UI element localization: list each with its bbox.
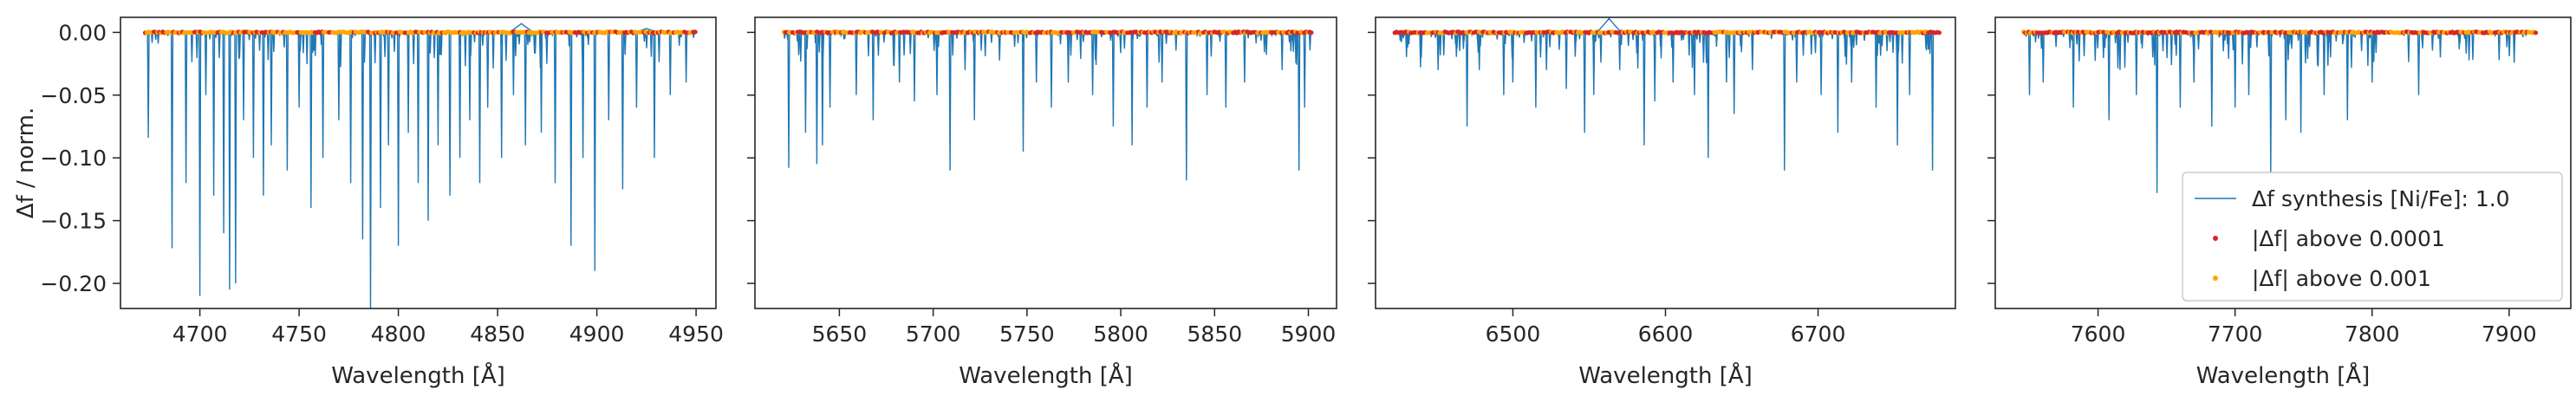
legend-box — [2182, 172, 2563, 302]
marker-above-0001 — [693, 29, 698, 35]
axes-frame — [120, 16, 717, 309]
x-axis-label: Wavelength [Å] — [1578, 361, 1753, 389]
x-tick-label: 4800 — [371, 321, 426, 347]
subplot-3: 6500 6600 6700 Wavelength [Å] — [1368, 16, 1956, 389]
y-axis-label: Δf / norm. — [13, 107, 39, 218]
axes-frame — [1994, 16, 2572, 309]
x-tick-label: 4900 — [569, 321, 625, 347]
subplot-4: 7600 7700 7800 7900 Wavelength [Å] — [1987, 16, 2572, 389]
legend-point-swatch — [2213, 276, 2218, 281]
x-tick-label: 4750 — [271, 321, 327, 347]
x-tick-label: 4700 — [172, 321, 228, 347]
x-tick-label: 6500 — [1486, 321, 1541, 347]
x-tick-label: 6600 — [1638, 321, 1694, 347]
x-tick-label: 5650 — [812, 321, 868, 347]
x-tick-label: 5750 — [999, 321, 1055, 347]
x-tick-label: 7600 — [2071, 321, 2126, 347]
x-axis-label: Wavelength [Å] — [331, 361, 505, 389]
x-tick-label: 5850 — [1187, 321, 1242, 347]
spectrum-line — [783, 30, 1312, 181]
x-tick-label: 7700 — [2208, 321, 2263, 347]
x-tick-label: 7800 — [2345, 321, 2400, 347]
x-axis-label: Wavelength [Å] — [2196, 361, 2371, 389]
y-tick-label: −0.15 — [40, 209, 107, 234]
subplot-2: 5650 5700 5750 5800 5850 5900 Wavelength [Å] — [747, 16, 1337, 389]
x-tick-label: 5700 — [906, 321, 961, 347]
y-tick-label: −0.20 — [40, 271, 107, 296]
x-tick-label: 7900 — [2482, 321, 2537, 347]
y-tick-label: −0.10 — [40, 146, 107, 171]
x-tick-label: 4950 — [668, 321, 724, 347]
x-tick-label: 6700 — [1791, 321, 1846, 347]
marker-above-0001 — [1309, 30, 1314, 36]
subplot-1: 4700 4750 4800 4850 4900 4950 0.00 −0.05 −0.10 −0… — [13, 16, 724, 389]
legend-label: Δf synthesis [Ni/Fe]: 1.0 — [2252, 186, 2510, 211]
marker-above-0001 — [2533, 30, 2539, 36]
x-tick-label: 5800 — [1093, 321, 1148, 347]
x-axis-label: Wavelength [Å] — [959, 361, 1133, 389]
legend-label: |Δf| above 0.0001 — [2252, 226, 2445, 251]
legend-label: |Δf| above 0.001 — [2252, 266, 2431, 291]
marker-above-0001 — [1936, 30, 1942, 36]
axes-frame — [1375, 16, 1956, 309]
y-tick-label: 0.00 — [58, 20, 107, 45]
axes-frame — [754, 16, 1337, 309]
y-tick-label: −0.05 — [40, 83, 107, 108]
x-tick-label: 4850 — [470, 321, 525, 347]
spectrum-line — [144, 23, 697, 308]
x-tick-label: 5900 — [1281, 321, 1337, 347]
legend: Δf synthesis [Ni/Fe]: 1.0 |Δf| above 0.00… — [2182, 172, 2563, 302]
spectrum-line — [2022, 30, 2539, 193]
spectrum-line — [1393, 17, 1941, 171]
legend-point-swatch — [2213, 236, 2218, 241]
